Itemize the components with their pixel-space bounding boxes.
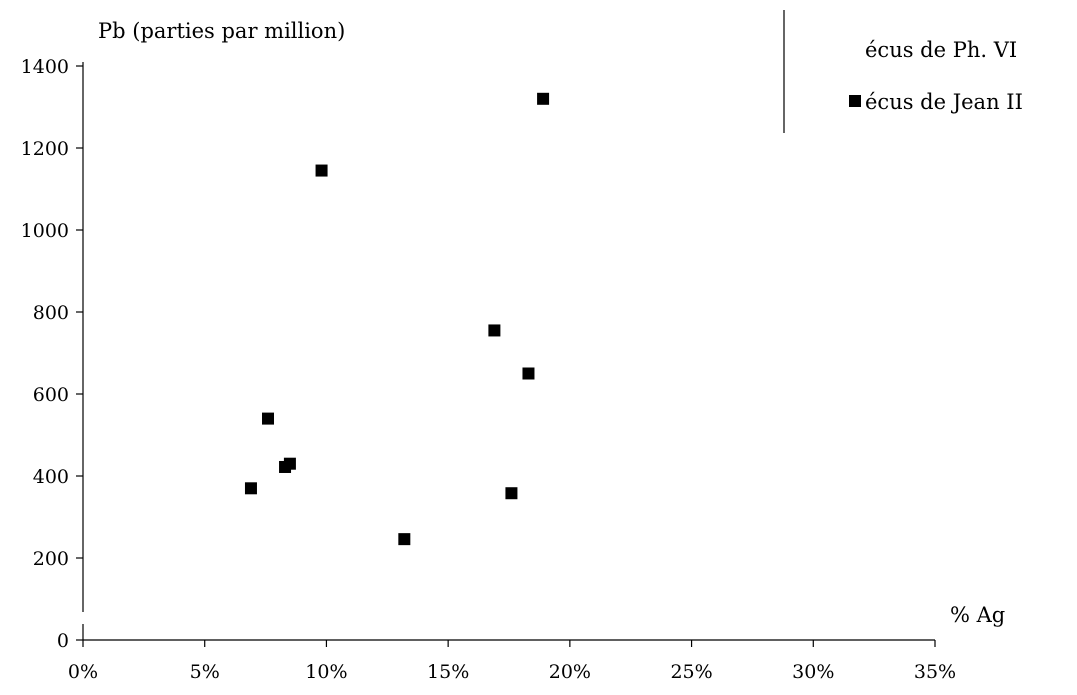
- x-tick-label: 10%: [305, 661, 347, 683]
- x-axis-title: % Ag: [950, 603, 1005, 627]
- legend-label-ph-vi: écus de Ph. VI: [865, 38, 1017, 62]
- y-tick-label: 800: [33, 302, 69, 324]
- data-point: [537, 92, 550, 105]
- y-axis-title: Pb (parties par million): [98, 19, 345, 43]
- data-point: [315, 164, 328, 177]
- legend: écus de Ph. VI écus de Jean II: [783, 10, 1023, 133]
- x-tick-label: 15%: [427, 661, 469, 683]
- tick-labels: 0 200 400 600 800 1000 1200 1400 0% 5% 10% 15% 20% 25…: [21, 56, 956, 683]
- x-tick-label: 35%: [914, 661, 956, 683]
- data-point: [244, 482, 257, 495]
- ticks: [76, 65, 936, 647]
- x-tick-label: 30%: [792, 661, 834, 683]
- y-tick-label: 1000: [21, 220, 69, 242]
- data-point: [262, 412, 275, 425]
- y-tick-label: 0: [57, 630, 69, 652]
- x-tick-label: 20%: [549, 661, 591, 683]
- data-point: [279, 460, 292, 473]
- data-points: [244, 92, 550, 546]
- x-tick-label: 25%: [670, 661, 712, 683]
- data-point: [522, 367, 535, 380]
- y-tick-label: 1200: [21, 138, 69, 160]
- data-point: [398, 533, 411, 546]
- legend-label-jean-ii: écus de Jean II: [865, 90, 1023, 114]
- x-tick-label: 0%: [68, 661, 98, 683]
- x-tick-label: 5%: [190, 661, 220, 683]
- axes: [82, 62, 935, 641]
- legend-marker-jean-ii: [849, 95, 861, 107]
- y-tick-label: 600: [33, 384, 69, 406]
- y-tick-label: 400: [33, 466, 69, 488]
- y-tick-label: 200: [33, 548, 69, 570]
- y-tick-label: 1400: [21, 56, 69, 78]
- data-point: [488, 324, 501, 337]
- data-point: [505, 487, 518, 500]
